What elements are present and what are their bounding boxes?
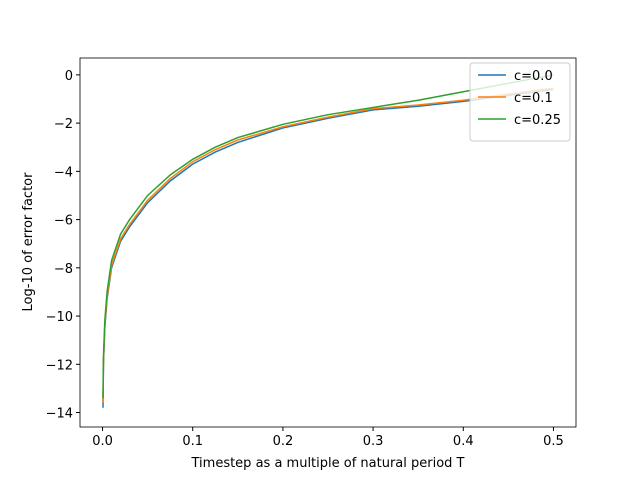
x-tick-label: 0.3 [363,434,384,449]
y-tick-label: 0 [65,69,73,84]
y-axis-label: Log-10 of error factor [21,172,36,312]
x-tick-label: 0.2 [273,434,294,449]
y-tick-label: −10 [46,310,73,325]
line [102,74,554,399]
x-axis-label: Timestep as a multiple of natural period… [191,456,465,471]
x-tick-label: 0.0 [92,434,113,449]
x-tick-label: 0.4 [453,434,474,449]
legend-box [469,62,571,142]
y-tick-label: −4 [54,165,73,180]
axes-frame [79,57,577,428]
y-tick-label: −12 [46,358,73,373]
legend-label: c=0.25 [514,113,561,128]
legend-label: c=0.0 [514,69,553,84]
x-tick-label: 0.1 [182,434,203,449]
legend-label: c=0.1 [514,91,553,106]
x-tick-label: 0.5 [543,434,564,449]
y-tick-label: −6 [54,214,73,229]
y-tick-label: −2 [54,117,73,132]
y-tick-label: −8 [54,262,73,277]
y-tick-label: −14 [46,407,73,422]
